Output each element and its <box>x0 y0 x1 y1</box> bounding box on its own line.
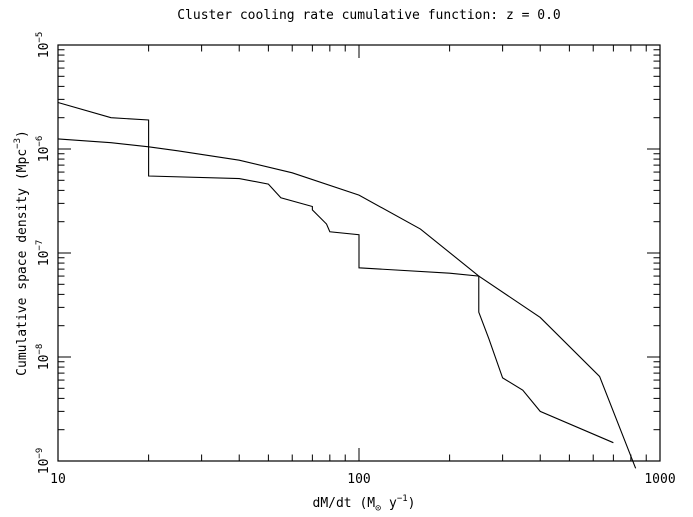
svg-text:Cumulative space density (Mpc−: Cumulative space density (Mpc−3) <box>13 130 30 376</box>
y-tick-label: 10−8 <box>35 344 52 371</box>
y-tick-label: 10−9 <box>35 448 52 475</box>
svg-text:10−5: 10−5 <box>35 32 52 59</box>
y-tick-label: 10−5 <box>35 32 52 59</box>
svg-text:10−9: 10−9 <box>35 448 52 475</box>
svg-text:10−6: 10−6 <box>35 136 52 163</box>
series-line-1 <box>57 101 614 444</box>
y-axis-label: Cumulative space density (Mpc−3) <box>13 130 30 376</box>
svg-text:10−8: 10−8 <box>35 344 52 371</box>
x-tick-label: 10 <box>50 472 66 487</box>
x-tick-label: 1000 <box>644 472 675 487</box>
series-line-2 <box>57 138 637 469</box>
x-axis-label: dM/dt (M⊙ y−1) <box>313 494 416 514</box>
y-tick-label: 10−6 <box>35 136 52 163</box>
y-tick-label: 10−7 <box>35 240 52 267</box>
svg-text:10−7: 10−7 <box>35 240 52 267</box>
chart-title: Cluster cooling rate cumulative function… <box>177 8 561 23</box>
x-tick-label: 100 <box>347 472 370 487</box>
